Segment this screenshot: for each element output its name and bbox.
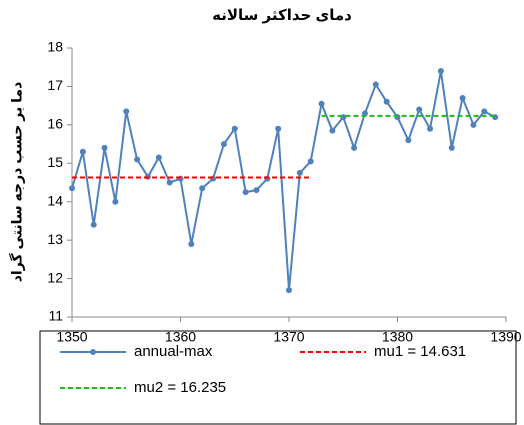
data-point [79,148,86,155]
y-tick-label: 15 [47,154,63,170]
data-point [112,198,119,205]
data-point [296,169,303,176]
data-point [470,121,477,128]
data-point [253,187,260,194]
data-point [231,125,238,132]
x-tick-label: 1370 [273,329,304,345]
data-point [307,158,314,165]
data-point [123,108,130,115]
data-point [199,185,206,192]
data-point [166,179,173,186]
x-tick-label: 1360 [165,329,196,345]
x-tick-label: 1390 [490,329,521,345]
data-point [481,108,488,115]
data-point [372,81,379,88]
y-tick-label: 11 [48,308,63,324]
data-point [427,125,434,132]
data-point [69,185,75,192]
data-point [351,144,358,151]
y-tick-label: 16 [47,116,63,132]
data-point [155,154,162,161]
data-point [448,144,455,151]
legend-label: mu2 = 16.235 [134,379,226,396]
data-point [286,287,292,294]
chart-title: دمای حداکثر سالانه [212,7,352,24]
data-point [437,68,444,75]
data-point [220,141,227,148]
data-point [134,156,141,163]
data-point [416,106,423,113]
x-tick-label: 1350 [56,329,87,345]
y-tick-label: 12 [47,269,63,285]
data-point [101,144,108,151]
legend-marker [90,349,96,355]
data-point [90,221,97,228]
legend-box [39,330,517,425]
data-point [188,240,195,247]
y-axis-label: دما بر حسب درجه سانتی گراد [9,82,26,283]
data-point [329,127,336,134]
legend-label: annual-max [134,343,213,360]
y-tick-label: 17 [47,77,63,93]
series-line [71,70,496,291]
x-tick-label: 1380 [382,329,413,345]
y-tick-label: 18 [47,39,63,55]
y-tick-label: 13 [47,231,63,247]
data-point [242,189,249,196]
data-point [318,100,325,107]
legend-label: mu1 = 14.631 [374,343,466,360]
data-point [459,94,466,101]
data-point [275,125,282,132]
data-point [405,137,412,144]
y-tick-label: 14 [47,192,63,208]
data-point [383,98,390,105]
